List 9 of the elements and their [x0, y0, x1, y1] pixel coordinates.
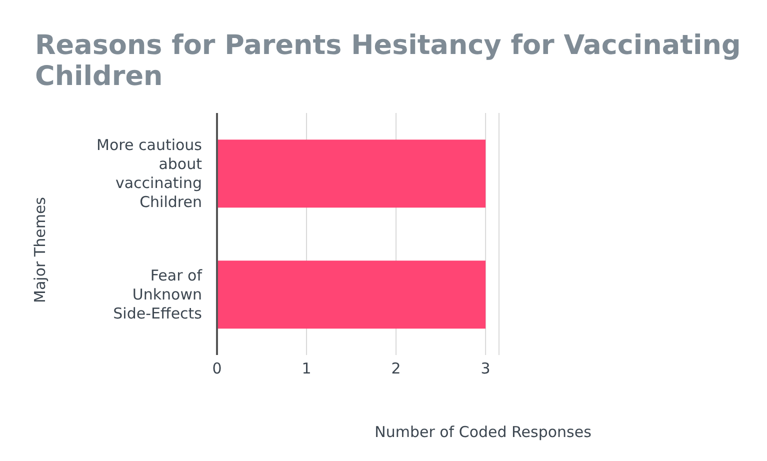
x-tick-label: 3	[480, 360, 490, 378]
x-tick-label: 2	[391, 360, 401, 378]
y-axis-title: Major Themes	[31, 197, 49, 303]
x-tick-label: 1	[302, 360, 312, 378]
y-tick-label: More cautious about vaccinating Children	[96, 136, 202, 211]
x-tick-label: 0	[212, 360, 222, 378]
y-tick-label: Fear of Unknown Side-Effects	[113, 266, 203, 322]
chart-title: Reasons for Parents Hesitancy for Vaccinating Children	[35, 30, 742, 92]
x-axis-title: Number of Coded Responses	[374, 423, 592, 441]
